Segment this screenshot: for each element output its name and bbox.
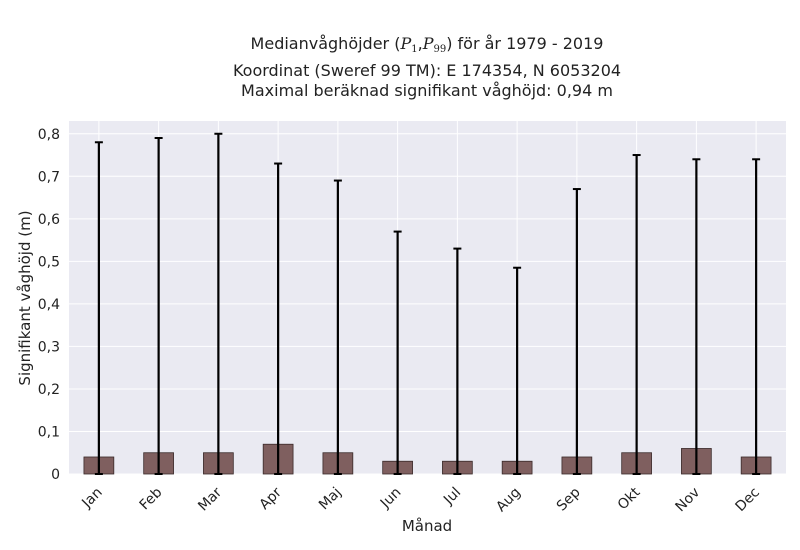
x-tick-label: Mar: [195, 484, 225, 514]
y-tick-label: 0,8: [38, 127, 60, 143]
x-tick-label: Aug: [493, 485, 524, 516]
y-tick-label: 0,4: [38, 297, 60, 313]
title-suffix: ) för år 1979 - 2019: [446, 34, 604, 53]
x-tick-labels: Jan Feb Mar Apr Maj Jun Jul Aug Sep Okt Nov Dec: [78, 484, 763, 515]
chart-title: Medianvåghöjder (P1,P99) för år 1979 - 2…: [0, 34, 800, 102]
y-tick-labels: 0 0,1 0,2 0,3 0,4 0,5 0,6 0,7 0,8: [38, 127, 60, 483]
chart-title-line-2: Koordinat (Sweref 99 TM): E 174354, N 60…: [232, 60, 622, 80]
title-separator: ,: [417, 34, 423, 53]
y-tick-label: 0,3: [38, 339, 60, 355]
x-tick-label: Apr: [257, 484, 286, 513]
p1-symbol: P1: [400, 34, 418, 55]
y-tick-label: 0,2: [38, 382, 60, 398]
p99-letter: P: [422, 34, 434, 53]
x-tick-label: Jun: [377, 485, 404, 512]
x-tick-label: Feb: [137, 484, 166, 513]
p1-subscript: 1: [411, 44, 418, 55]
chart-title-line-1: Medianvåghöjder (P1,P99) för år 1979 - 2…: [0, 34, 800, 61]
y-tick-label: 0: [51, 467, 60, 483]
title-prefix: Medianvåghöjder (: [250, 34, 401, 53]
p99-subscript: 99: [433, 44, 447, 55]
x-tick-label: Jan: [78, 485, 105, 512]
error-bars: [94, 132, 761, 475]
y-tick-label: 0,1: [38, 424, 60, 440]
x-tick-label: Sep: [554, 484, 584, 514]
x-tick-label: Okt: [615, 484, 644, 513]
y-axis-label: Signifikant våghöjd (m): [16, 210, 34, 385]
y-tick-label: 0,6: [38, 212, 60, 228]
plot-area: [69, 121, 786, 474]
x-tick-label: Nov: [673, 485, 704, 516]
p99-symbol: P99: [422, 34, 447, 55]
x-axis-label: Månad: [402, 517, 452, 535]
chart-title-line-3: Maximal beräknad signifikant våghöjd: 0,…: [241, 81, 613, 100]
x-tick-label: Dec: [732, 485, 762, 515]
y-tick-label: 0,5: [38, 254, 60, 270]
x-tick-label: Maj: [316, 485, 345, 514]
x-tick-label: Jul: [440, 485, 464, 509]
p1-letter: P: [400, 34, 412, 53]
y-tick-label: 0,7: [38, 169, 60, 185]
